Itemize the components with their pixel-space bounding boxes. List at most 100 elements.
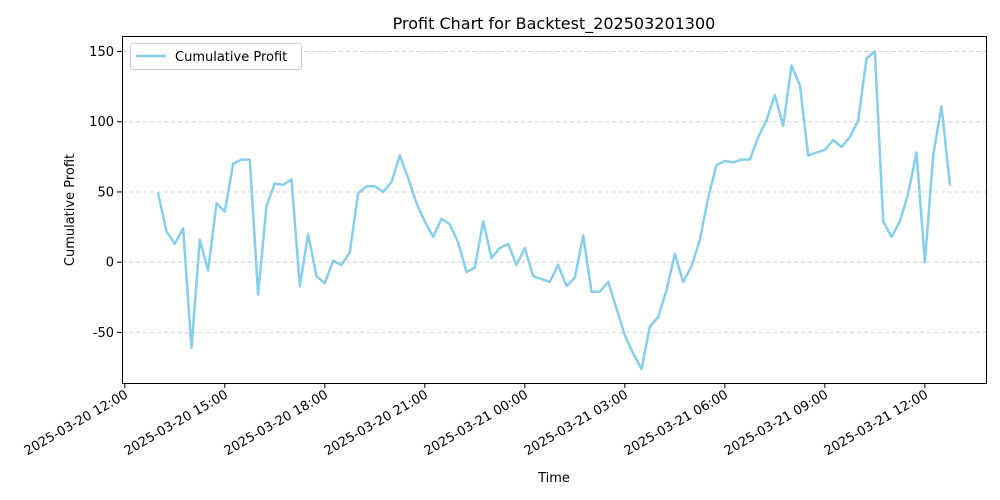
data-point	[857, 119, 859, 122]
data-point	[832, 139, 834, 141]
data-point	[674, 253, 676, 255]
data-point	[824, 149, 826, 151]
data-point	[240, 158, 243, 161]
plot-frame	[122, 36, 987, 384]
x-tick-label: 2025-03-20 18:00	[222, 387, 331, 459]
data-point	[790, 64, 793, 67]
data-point	[890, 236, 893, 238]
data-point	[182, 227, 184, 230]
series-line-cumulative-profit	[156, 50, 952, 371]
data-point	[457, 241, 460, 244]
data-point	[232, 163, 234, 165]
data-point	[582, 234, 584, 237]
data-point	[624, 334, 626, 337]
data-point	[507, 243, 510, 245]
data-point	[157, 192, 159, 195]
y-tick-label: 50	[97, 185, 114, 200]
data-point	[649, 326, 651, 328]
data-point	[907, 192, 909, 195]
data-point	[799, 84, 801, 86]
data-point	[565, 285, 568, 287]
y-tick-label: 0	[106, 256, 114, 271]
data-point	[432, 236, 435, 238]
data-point	[299, 285, 301, 287]
y-tick-label: 150	[89, 45, 114, 60]
data-point	[490, 257, 493, 259]
data-point	[499, 247, 501, 249]
data-point	[615, 307, 618, 310]
data-point	[307, 233, 309, 235]
data-point	[440, 217, 443, 220]
x-tick-label: 2025-03-21 00:00	[422, 387, 531, 459]
data-point	[340, 264, 343, 266]
data-point	[940, 105, 943, 107]
data-point	[215, 202, 218, 204]
data-point	[465, 271, 468, 273]
y-tick-label: -50	[93, 326, 114, 341]
data-point	[607, 281, 609, 283]
data-point	[282, 184, 284, 186]
x-tick-label: 2025-03-20 12:00	[22, 387, 131, 459]
x-axis-title: Time	[537, 471, 570, 486]
chart-title: Profit Chart for Backtest_202503201300	[393, 14, 716, 34]
data-point	[199, 238, 201, 241]
data-point	[899, 220, 901, 223]
data-point	[574, 276, 576, 279]
data-point	[949, 184, 951, 186]
data-point	[599, 290, 601, 293]
data-point	[749, 158, 751, 161]
data-point	[882, 220, 884, 223]
x-tick-label: 2025-03-21 06:00	[622, 387, 731, 459]
data-point	[682, 281, 684, 283]
data-point	[732, 161, 734, 164]
data-point	[249, 158, 251, 161]
data-point	[290, 178, 293, 181]
data-point	[740, 158, 743, 161]
data-point	[690, 265, 693, 268]
data-point	[390, 181, 393, 183]
data-point	[382, 191, 384, 193]
data-point	[840, 146, 843, 148]
data-point	[782, 125, 784, 127]
data-point	[532, 275, 534, 278]
data-point	[357, 192, 359, 195]
data-point	[257, 293, 259, 296]
data-point	[349, 251, 351, 254]
data-point	[924, 261, 926, 264]
data-point	[765, 119, 768, 122]
data-point	[557, 264, 559, 266]
data-point	[324, 282, 326, 285]
series-points	[157, 50, 951, 370]
data-point	[874, 50, 876, 53]
x-tick-label: 2025-03-21 03:00	[522, 387, 631, 459]
data-point	[407, 177, 409, 179]
data-point	[274, 182, 276, 185]
data-point	[174, 243, 176, 245]
y-tick-label: 100	[89, 115, 114, 130]
y-axis: -50 0 50 100 150	[89, 45, 122, 341]
data-point	[415, 202, 418, 204]
data-point	[715, 164, 718, 166]
data-point	[724, 160, 726, 162]
data-point	[632, 352, 634, 355]
legend-label: Cumulative Profit	[175, 50, 287, 65]
data-point	[665, 289, 668, 292]
data-point	[332, 260, 334, 262]
data-point	[365, 185, 368, 188]
x-tick-label: 2025-03-21 12:00	[822, 387, 931, 459]
data-point	[540, 278, 543, 280]
legend-box	[130, 43, 302, 70]
data-point	[549, 281, 551, 283]
data-point	[640, 368, 643, 370]
legend: Cumulative Profit	[130, 43, 302, 70]
data-point	[315, 275, 318, 278]
data-point	[207, 269, 209, 272]
data-point	[657, 316, 659, 318]
data-point	[224, 210, 226, 213]
data-point	[807, 154, 809, 157]
data-point	[482, 220, 485, 223]
data-point	[590, 290, 593, 293]
data-point	[932, 154, 934, 157]
x-tick-label: 2025-03-20 21:00	[322, 387, 431, 459]
